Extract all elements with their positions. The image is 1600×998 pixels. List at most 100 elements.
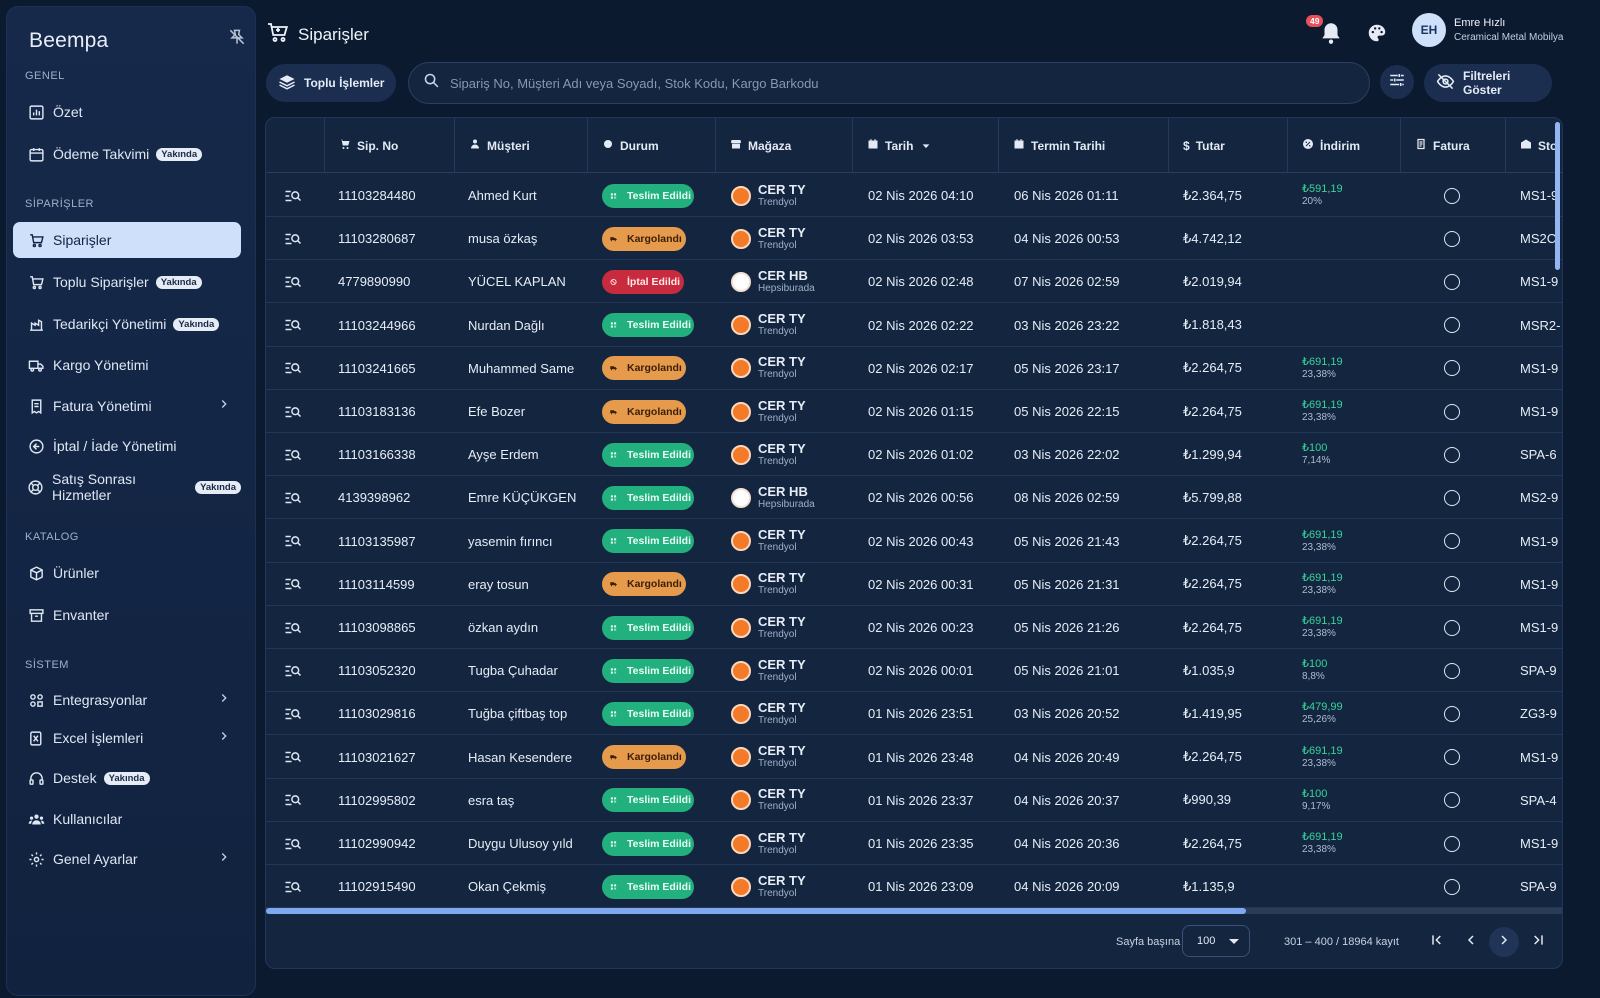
sidebar-item-entegrasyonlar[interactable]: Entegrasyonlar (13, 682, 241, 718)
order-number[interactable]: 11103021627 (338, 749, 416, 765)
invoice-radio[interactable] (1444, 390, 1468, 433)
order-detail-button[interactable] (284, 433, 314, 476)
sidebar-item-excel-islemleri[interactable]: Excel İşlemleri (13, 720, 241, 756)
invoice-radio[interactable] (1444, 779, 1468, 822)
invoice-radio[interactable] (1444, 736, 1468, 779)
order-number[interactable]: 11103114599 (338, 576, 415, 592)
previous-page-button[interactable] (1456, 927, 1486, 957)
invoice-radio[interactable] (1444, 520, 1468, 563)
column-settings-button[interactable] (1380, 65, 1414, 99)
horizontal-scrollbar-thumb[interactable] (266, 908, 1246, 914)
order-detail-button[interactable] (284, 174, 314, 217)
sort-desc-icon[interactable] (921, 141, 937, 151)
avatar[interactable]: EH (1412, 13, 1446, 47)
invoice-radio[interactable] (1444, 692, 1468, 735)
order-number[interactable]: 11103244966 (338, 317, 416, 333)
column-header-magaza[interactable]: Mağaza (715, 118, 852, 173)
sidebar-item-odeme-takvimi[interactable]: Ödeme Takvimi Yakında (13, 136, 241, 172)
column-header-sip-no[interactable]: Sip. No (324, 118, 454, 173)
invoice-radio[interactable] (1444, 217, 1468, 260)
order-number[interactable]: 4139398962 (338, 490, 411, 506)
order-detail-button[interactable] (284, 865, 314, 908)
sidebar-item-siparisler[interactable]: Siparişler (13, 222, 241, 258)
table-row[interactable]: 11103183136 Efe Bozer Kargolandı CER TY Tren… (266, 390, 1562, 433)
order-detail-button[interactable] (284, 520, 314, 563)
sidebar-item-kargo-yonetimi[interactable]: Kargo Yönetimi (13, 347, 241, 383)
palette-icon[interactable] (1366, 22, 1388, 44)
column-header-fatura[interactable]: Fatura (1400, 118, 1505, 173)
order-number[interactable]: 11103284480 (338, 188, 416, 203)
table-row[interactable]: 4779890990 YÜCEL KAPLAN İptal Edildi CER HB… (266, 260, 1562, 304)
order-number[interactable]: 11103183136 (338, 404, 416, 419)
sidebar-item-destek[interactable]: Destek Yakında (13, 760, 241, 796)
sidebar-item-iptal-iade-yonetimi[interactable]: İptal / İade Yönetimi (13, 428, 241, 464)
invoice-radio[interactable] (1444, 563, 1468, 606)
column-header-musteri[interactable]: Müşteri (454, 118, 587, 173)
show-filters-button[interactable]: Filtreleri Göster (1424, 64, 1552, 102)
table-row[interactable]: 4139398962 Emre KÜÇÜKGEN Teslim Edildi CER … (266, 476, 1562, 520)
invoice-radio[interactable] (1444, 433, 1468, 476)
invoice-radio[interactable] (1444, 649, 1468, 692)
order-detail-button[interactable] (284, 563, 314, 606)
order-detail-button[interactable] (284, 260, 314, 303)
bulk-actions-button[interactable]: Toplu İşlemler (266, 64, 396, 102)
first-page-button[interactable] (1422, 927, 1452, 957)
table-row[interactable]: 11103135987 yasemin fırıncı Teslim Edildi C… (266, 520, 1562, 563)
order-detail-button[interactable] (284, 822, 314, 865)
table-row[interactable]: 11102995802 esra taş Teslim Edildi CER TY Tr… (266, 779, 1562, 822)
column-header-durum[interactable]: Durum (587, 118, 715, 173)
order-detail-button[interactable] (284, 649, 314, 692)
invoice-radio[interactable] (1444, 865, 1468, 908)
table-row[interactable]: 11103029816 Tuğba çiftbaş top Teslim Edild… (266, 692, 1562, 736)
table-row[interactable]: 11103280687 musa özkaş Kargolandı CER TY Tre… (266, 217, 1562, 261)
order-number[interactable]: 11103029816 (338, 706, 416, 722)
table-row[interactable]: 11103021627 Hasan Kesendere Kargolandı CER … (266, 736, 1562, 779)
table-row[interactable]: 11102990942 Duygu Ulusoy yıld Teslim Edild… (266, 822, 1562, 865)
order-detail-button[interactable] (284, 390, 314, 433)
brand-logo[interactable]: Beempa (29, 29, 109, 52)
last-page-button[interactable] (1523, 927, 1553, 957)
order-number[interactable]: 11103241665 (338, 360, 416, 376)
order-number[interactable]: 11103098865 (338, 620, 416, 635)
search-input[interactable] (450, 75, 1350, 91)
invoice-radio[interactable] (1444, 304, 1468, 347)
sidebar-item-urunler[interactable]: Ürünler (13, 555, 241, 591)
table-row[interactable]: 11103241665 Muhammed Same Kargolandı CER TY… (266, 347, 1562, 390)
order-detail-button[interactable] (284, 606, 314, 649)
order-detail-button[interactable] (284, 476, 314, 519)
table-row[interactable]: 11102915490 Okan Çekmiş Teslim Edildi CER T… (266, 865, 1562, 909)
sidebar-item-tedarikci-yonetimi[interactable]: Tedarikçi Yönetimi Yakında (13, 306, 241, 342)
table-row[interactable]: 11103114599 eray tosun Kargolandı CER TY Tre… (266, 563, 1562, 606)
column-header-indirim[interactable]: İndirim (1287, 118, 1400, 173)
column-header-stok[interactable]: Sto (1505, 118, 1562, 173)
order-detail-button[interactable] (284, 779, 314, 822)
invoice-radio[interactable] (1444, 606, 1468, 649)
order-number[interactable]: 11102995802 (338, 792, 416, 808)
sidebar-item-fatura-yonetimi[interactable]: Fatura Yönetimi (13, 388, 241, 424)
sidebar-item-ozet[interactable]: Özet (13, 94, 241, 130)
order-number[interactable]: 11103135987 (338, 533, 416, 549)
sidebar-item-toplu-siparisler[interactable]: Toplu Siparişler Yakında (13, 264, 241, 300)
invoice-radio[interactable] (1444, 347, 1468, 390)
table-row[interactable]: 11103098865 özkan aydın Teslim Edildi CER T… (266, 606, 1562, 649)
order-number[interactable]: 11103052320 (338, 663, 416, 679)
pin-icon[interactable] (227, 27, 247, 47)
invoice-radio[interactable] (1444, 822, 1468, 865)
order-number[interactable]: 11102990942 (338, 836, 416, 851)
per-page-select[interactable]: 100 (1182, 925, 1250, 957)
order-detail-button[interactable] (284, 736, 314, 779)
invoice-radio[interactable] (1444, 476, 1468, 519)
table-row[interactable]: 11103284480 Ahmed Kurt Teslim Edildi CER TY… (266, 174, 1562, 217)
order-detail-button[interactable] (284, 217, 314, 260)
sidebar-item-satis-sonrasi[interactable]: Satış Sonrası Hizmetler Yakında (13, 469, 241, 505)
order-number[interactable]: 11102915490 (338, 879, 416, 895)
order-detail-button[interactable] (284, 347, 314, 390)
vertical-scrollbar[interactable] (1555, 122, 1560, 270)
order-detail-button[interactable] (284, 304, 314, 347)
table-row[interactable]: 11103166338 Ayşe Erdem Teslim Edildi CER TY… (266, 433, 1562, 477)
sidebar-item-genel-ayarlar[interactable]: Genel Ayarlar (13, 841, 241, 877)
invoice-radio[interactable] (1444, 260, 1468, 303)
invoice-radio[interactable] (1444, 174, 1468, 217)
order-number[interactable]: 4779890990 (338, 274, 411, 290)
order-detail-button[interactable] (284, 692, 314, 735)
